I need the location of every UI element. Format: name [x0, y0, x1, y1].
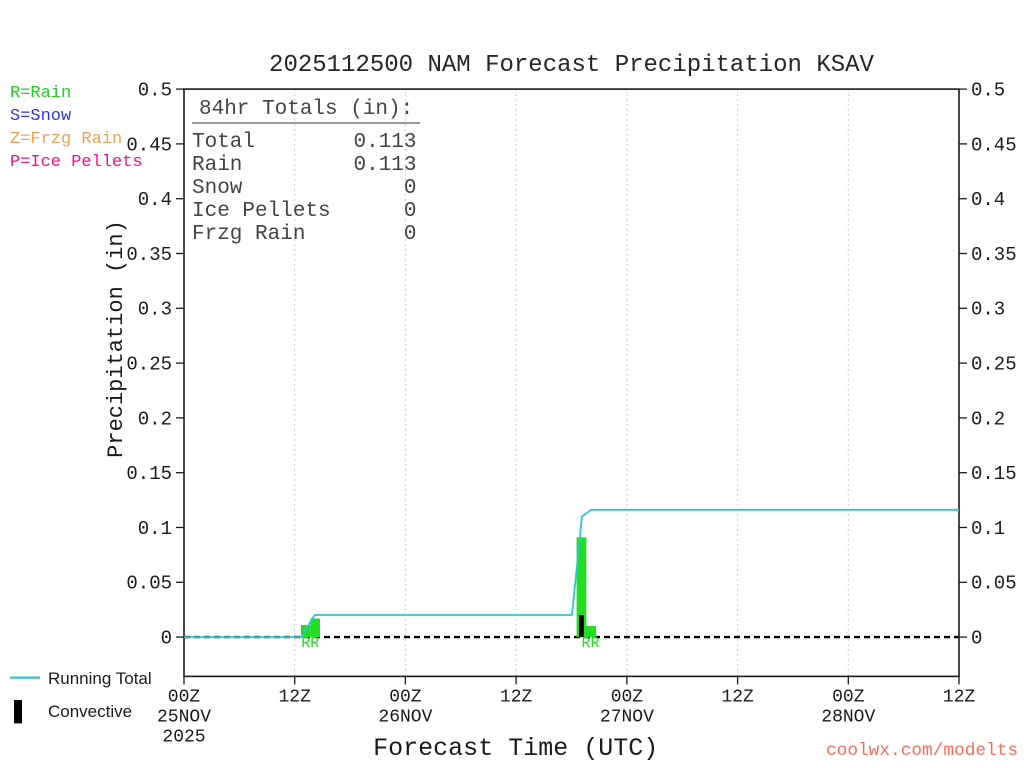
svg-text:0.05: 0.05: [971, 573, 1017, 595]
svg-text:0.15: 0.15: [971, 463, 1017, 485]
svg-text:0.1: 0.1: [971, 518, 1005, 540]
svg-text:0: 0: [404, 200, 417, 223]
svg-text:0.4: 0.4: [138, 189, 172, 211]
svg-text:0.45: 0.45: [971, 134, 1017, 156]
svg-text:12Z: 12Z: [943, 687, 976, 707]
svg-text:0.4: 0.4: [971, 189, 1005, 211]
svg-text:0: 0: [404, 223, 417, 246]
svg-text:0.35: 0.35: [126, 244, 172, 266]
svg-text:Precipitation (in): Precipitation (in): [104, 220, 129, 458]
svg-text:RR: RR: [581, 635, 599, 652]
svg-text:28NOV: 28NOV: [821, 707, 875, 727]
svg-text:0: 0: [971, 628, 982, 650]
svg-text:Running Total: Running Total: [48, 669, 152, 688]
svg-text:0.113: 0.113: [353, 131, 416, 154]
svg-text:0.5: 0.5: [971, 80, 1005, 102]
svg-text:0.3: 0.3: [971, 299, 1005, 321]
svg-text:Total: Total: [192, 131, 255, 154]
svg-text:00Z: 00Z: [832, 687, 865, 707]
svg-text:0.25: 0.25: [126, 354, 172, 376]
svg-text:Ice Pellets: Ice Pellets: [192, 200, 331, 223]
svg-text:00Z: 00Z: [389, 687, 422, 707]
svg-text:0.2: 0.2: [138, 408, 172, 430]
svg-text:0.1: 0.1: [138, 518, 172, 540]
svg-text:Rain: Rain: [192, 154, 242, 177]
svg-text:12Z: 12Z: [721, 687, 754, 707]
svg-text:0.35: 0.35: [971, 244, 1017, 266]
svg-text:0.5: 0.5: [138, 80, 172, 102]
svg-text:Snow: Snow: [192, 177, 243, 200]
svg-text:0.2: 0.2: [971, 408, 1005, 430]
svg-text:0: 0: [404, 177, 417, 200]
svg-text:0.25: 0.25: [971, 354, 1017, 376]
svg-text:84hr Totals (in):: 84hr Totals (in):: [199, 98, 413, 121]
svg-text:0.05: 0.05: [126, 573, 172, 595]
svg-text:26NOV: 26NOV: [378, 707, 432, 727]
svg-text:Frzg Rain: Frzg Rain: [192, 223, 305, 246]
svg-text:12Z: 12Z: [500, 687, 533, 707]
svg-text:RR: RR: [301, 635, 319, 652]
svg-text:0.45: 0.45: [126, 134, 172, 156]
svg-text:Forecast Time (UTC): Forecast Time (UTC): [373, 734, 658, 763]
svg-text:0: 0: [161, 628, 172, 650]
svg-text:27NOV: 27NOV: [600, 707, 654, 727]
svg-text:0.113: 0.113: [353, 154, 416, 177]
svg-text:0.15: 0.15: [126, 463, 172, 485]
svg-text:12Z: 12Z: [278, 687, 311, 707]
svg-text:00Z: 00Z: [611, 687, 644, 707]
svg-text:0.3: 0.3: [138, 299, 172, 321]
svg-text:Convective: Convective: [48, 702, 132, 721]
